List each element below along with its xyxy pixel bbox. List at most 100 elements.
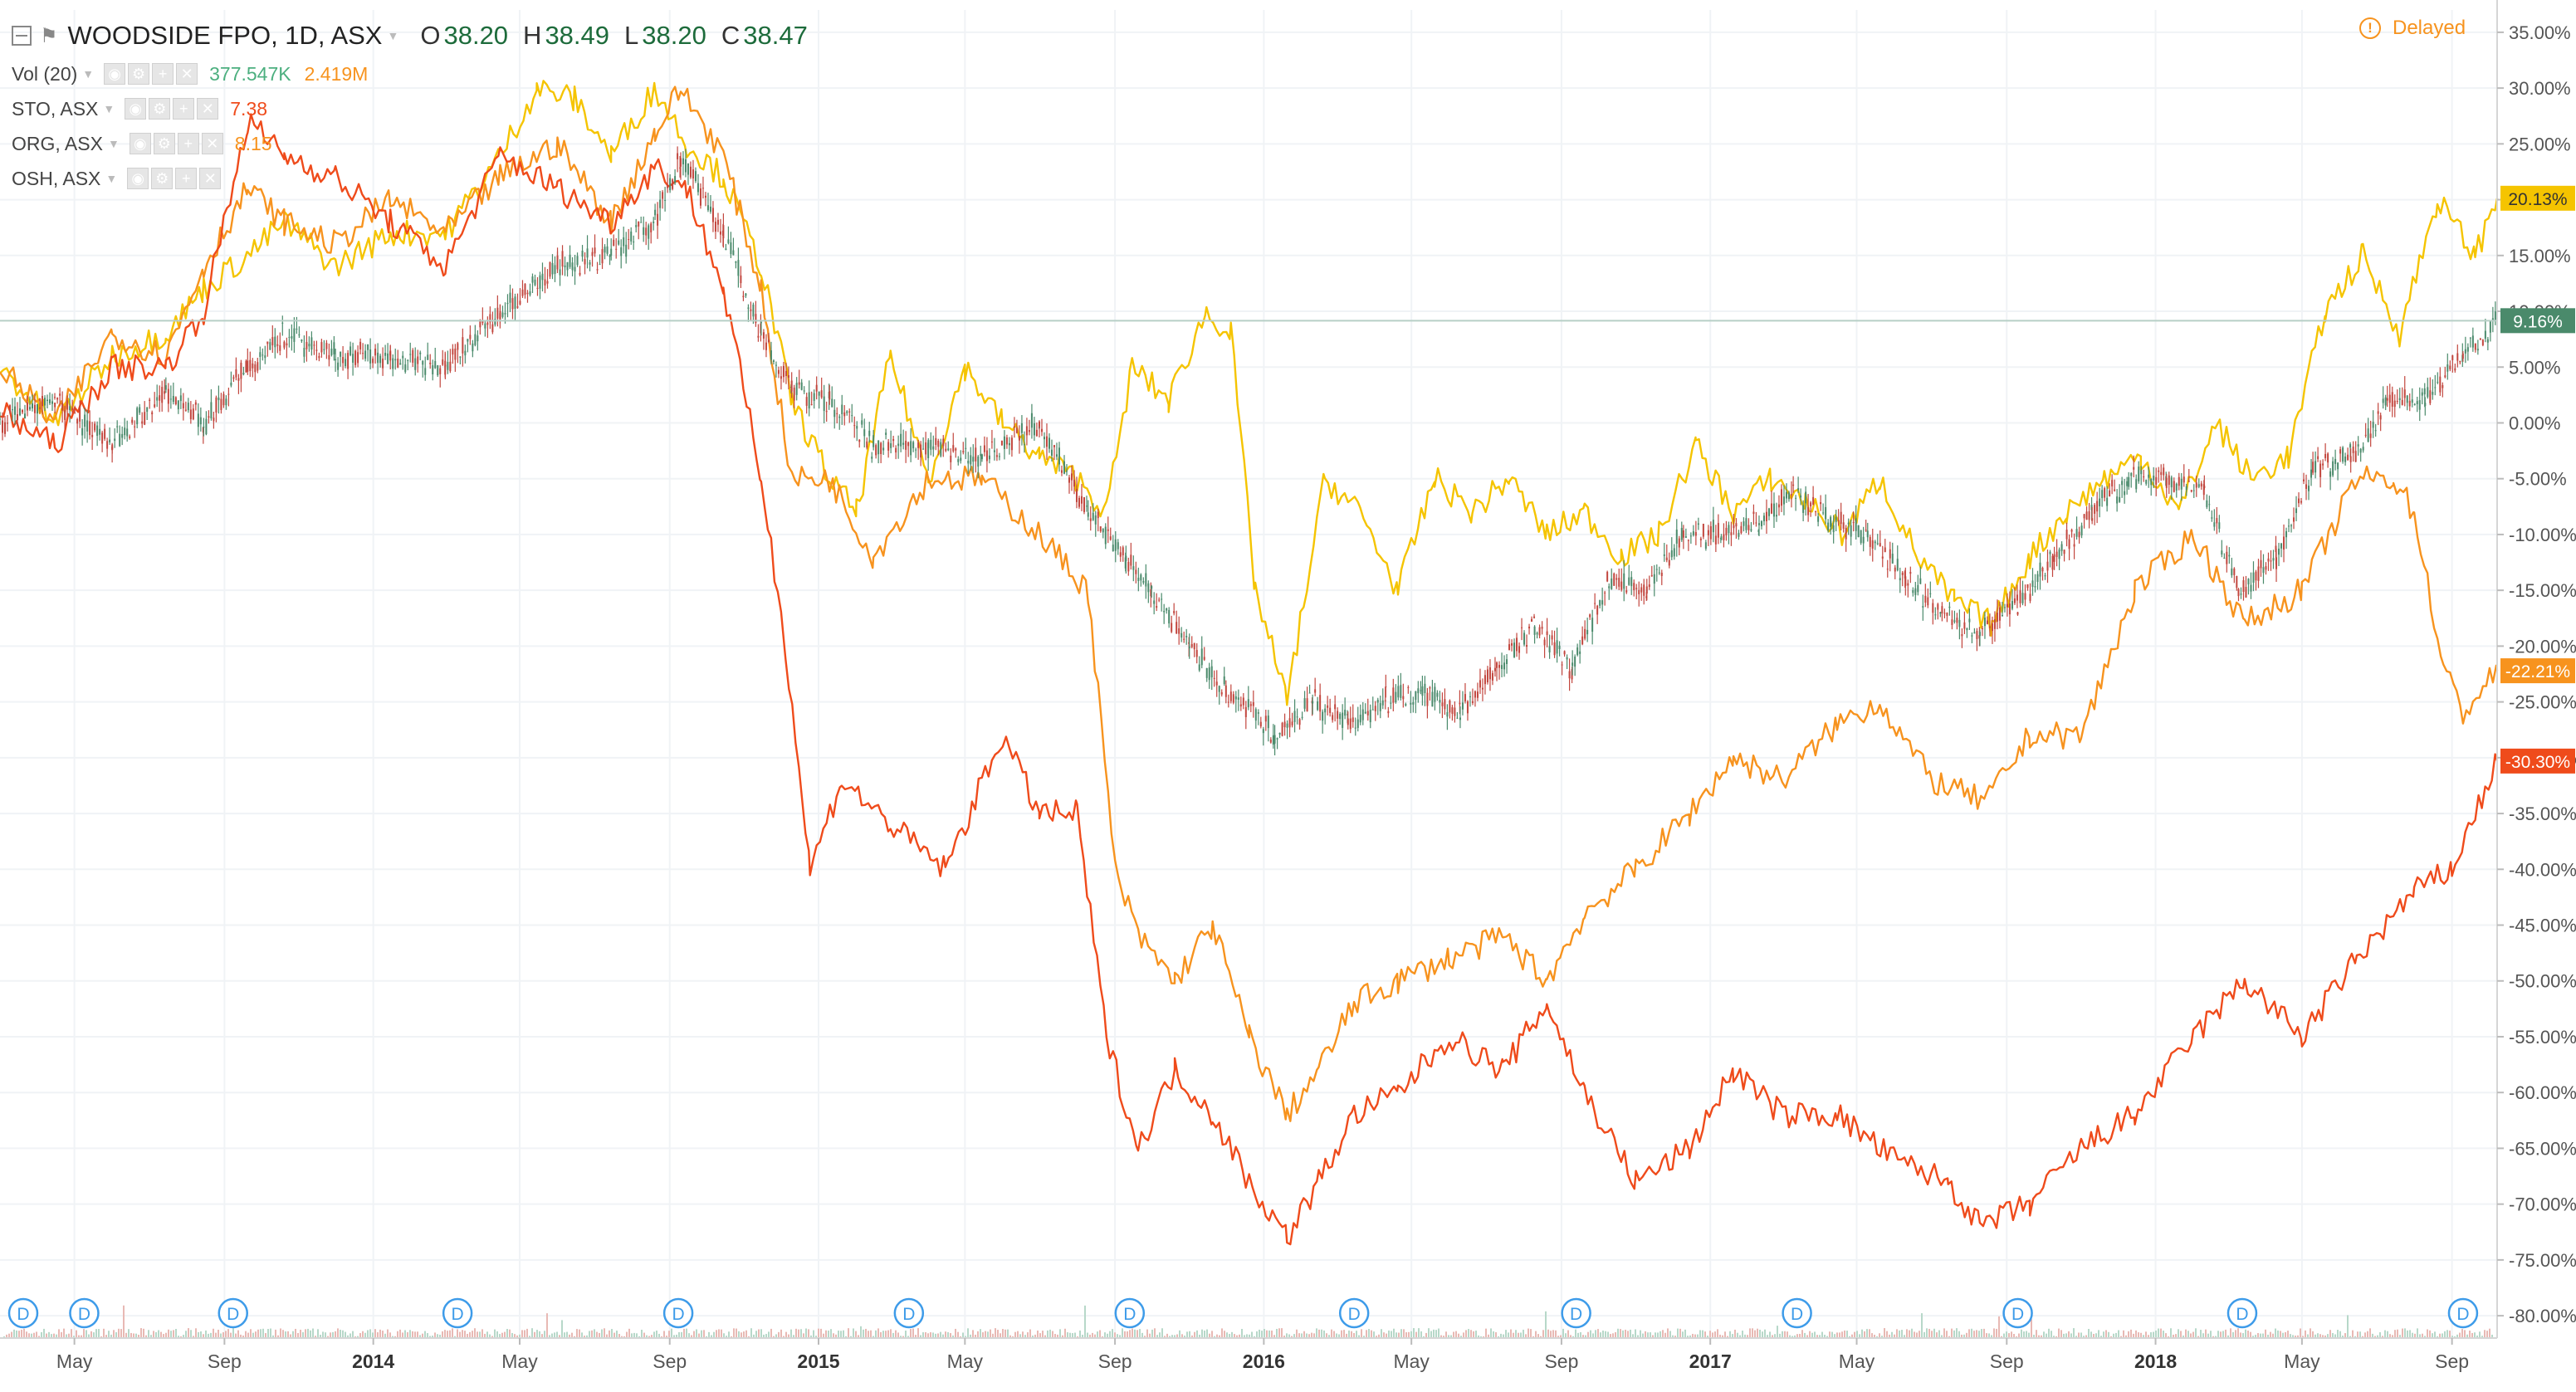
candle-body: [136, 408, 139, 425]
dividend-marker[interactable]: D: [442, 1297, 473, 1329]
candle-body: [727, 239, 730, 243]
dividend-label[interactable]: D: [78, 1305, 90, 1324]
main-series-row[interactable]: ⚑ WOODSIDE FPO, 1D, ASX ▼ O 38.20 H 38.49 …: [12, 15, 808, 56]
candle-body: [1508, 644, 1511, 651]
plus-icon[interactable]: +: [173, 98, 195, 120]
chevron-down-icon[interactable]: ▼: [387, 29, 399, 42]
series-label-osh[interactable]: OSH, ASX: [12, 167, 101, 189]
chevron-down-icon[interactable]: ▼: [105, 172, 118, 185]
dividend-label[interactable]: D: [452, 1305, 464, 1324]
plus-icon[interactable]: +: [177, 133, 199, 154]
eye-icon[interactable]: ◉: [104, 63, 126, 85]
candle-body: [1765, 511, 1767, 521]
volume-bar: [195, 1328, 197, 1338]
volume-bar: [1323, 1330, 1325, 1338]
dividend-circle[interactable]: [2447, 1297, 2479, 1329]
chevron-down-icon[interactable]: ▼: [103, 102, 115, 115]
volume-bar: [2090, 1331, 2092, 1338]
dividend-label[interactable]: D: [1570, 1305, 1582, 1324]
chevron-down-icon[interactable]: ▼: [107, 137, 120, 150]
dividend-label[interactable]: D: [227, 1305, 239, 1324]
dividend-circle[interactable]: [2002, 1297, 2033, 1329]
dividend-circle[interactable]: [69, 1297, 100, 1329]
close-icon[interactable]: ✕: [199, 168, 222, 189]
x-tick-label: Sep: [208, 1350, 242, 1372]
series-row-org[interactable]: ORG, ASX ▼ ◉ ⚙ + ✕ 8.15: [12, 126, 808, 161]
eye-icon[interactable]: ◉: [125, 98, 147, 120]
dividend-circle[interactable]: [218, 1297, 248, 1329]
dividend-circle[interactable]: [662, 1297, 694, 1329]
dividend-label[interactable]: D: [1791, 1305, 1803, 1324]
gear-icon[interactable]: ⚙: [151, 168, 174, 189]
dividend-circle[interactable]: [2227, 1297, 2258, 1329]
close-icon[interactable]: ✕: [201, 133, 223, 154]
time-axis[interactable]: May Sep 2014 May Sep 2015 May Sep 2016 May Sep 2017…: [0, 1337, 2497, 1372]
dividend-circle[interactable]: [7, 1297, 39, 1329]
dividend-marker[interactable]: D: [218, 1297, 248, 1329]
plus-icon[interactable]: +: [175, 168, 198, 189]
volume-bar: [915, 1335, 917, 1338]
symbol-title[interactable]: WOODSIDE FPO, 1D, ASX: [67, 21, 383, 50]
candle-body: [479, 320, 481, 328]
series-label-sto[interactable]: STO, ASX: [12, 97, 99, 120]
dividend-marker[interactable]: D: [1114, 1297, 1146, 1329]
dividend-marker[interactable]: D: [2227, 1297, 2258, 1329]
volume-bar: [28, 1333, 30, 1338]
volume-bar: [1418, 1328, 1420, 1338]
dividend-label[interactable]: D: [2011, 1305, 2024, 1324]
dividend-circle[interactable]: [1338, 1297, 1370, 1329]
candle-body: [1941, 606, 1943, 613]
dividend-circle[interactable]: [1561, 1297, 1591, 1329]
chevron-down-icon[interactable]: ▼: [82, 67, 95, 81]
dividend-label[interactable]: D: [902, 1305, 915, 1324]
candle-body: [177, 400, 179, 410]
dividend-label[interactable]: D: [2236, 1305, 2248, 1324]
candle-body: [414, 358, 417, 370]
plus-icon[interactable]: +: [152, 63, 174, 85]
candle-body: [407, 359, 409, 361]
dividend-marker[interactable]: D: [1782, 1297, 1812, 1329]
delayed-indicator[interactable]: ! Delayed: [2359, 17, 2466, 40]
dividend-marker[interactable]: D: [893, 1297, 925, 1329]
volume-label[interactable]: Vol (20): [12, 62, 78, 85]
collapse-icon[interactable]: [12, 26, 32, 46]
volume-bar: [23, 1328, 25, 1338]
volume-bar: [574, 1336, 575, 1338]
dividend-marker[interactable]: D: [2002, 1297, 2033, 1329]
candle-body: [274, 336, 276, 348]
candle-body: [2293, 517, 2295, 522]
dividend-label[interactable]: D: [2456, 1305, 2469, 1324]
candle-body: [1966, 628, 1968, 631]
dividend-label[interactable]: D: [672, 1305, 685, 1324]
eye-icon[interactable]: ◉: [129, 133, 151, 154]
close-icon[interactable]: ✕: [197, 98, 219, 120]
dividend-circle[interactable]: [893, 1297, 925, 1329]
volume-row[interactable]: Vol (20) ▼ ◉ ⚙ + ✕ 377.547K 2.419M: [12, 56, 808, 91]
dividend-circle[interactable]: [1782, 1297, 1812, 1329]
gear-icon[interactable]: ⚙: [153, 133, 175, 154]
dividend-label[interactable]: D: [1123, 1305, 1136, 1324]
dividend-circle[interactable]: [1114, 1297, 1146, 1329]
candle-body: [394, 359, 397, 361]
gear-icon[interactable]: ⚙: [128, 63, 150, 85]
series-label-org[interactable]: ORG, ASX: [12, 132, 103, 154]
volume-bar: [1221, 1328, 1223, 1338]
dividend-label[interactable]: D: [17, 1305, 29, 1324]
dividend-marker[interactable]: D: [662, 1297, 694, 1329]
series-row-osh[interactable]: OSH, ASX ▼ ◉ ⚙ + ✕: [12, 161, 808, 196]
gear-icon[interactable]: ⚙: [149, 98, 171, 120]
volume-bar: [225, 1331, 227, 1338]
dividend-circle[interactable]: [442, 1297, 473, 1329]
dividend-label[interactable]: D: [1348, 1305, 1361, 1324]
eye-icon[interactable]: ◉: [127, 168, 149, 189]
dividend-marker[interactable]: D: [7, 1297, 39, 1329]
series-row-sto[interactable]: STO, ASX ▼ ◉ ⚙ + ✕ 7.38: [12, 91, 808, 126]
flag-icon[interactable]: ⚑: [40, 24, 58, 47]
dividend-marker[interactable]: D: [69, 1297, 100, 1329]
dividend-marker[interactable]: D: [2447, 1297, 2479, 1329]
dividend-marker[interactable]: D: [1561, 1297, 1591, 1329]
dividend-marker[interactable]: D: [1338, 1297, 1370, 1329]
close-icon[interactable]: ✕: [176, 63, 198, 85]
